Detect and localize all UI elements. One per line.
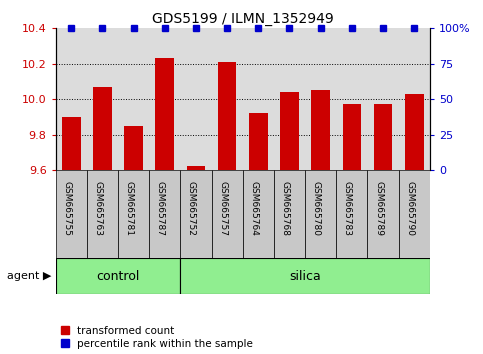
Text: GSM665757: GSM665757 [218,181,227,235]
Bar [118,170,149,258]
Text: GSM665780: GSM665780 [312,181,321,235]
Bar [212,170,242,258]
Text: GSM665764: GSM665764 [249,181,258,235]
Bar [342,104,361,170]
Text: GSM665752: GSM665752 [187,181,196,235]
Bar [374,104,392,170]
Bar [336,170,368,258]
Bar [186,166,205,170]
Bar [180,170,212,258]
Text: GSM665787: GSM665787 [156,181,165,235]
Bar [87,170,118,258]
Text: GSM665755: GSM665755 [62,181,71,235]
Bar [124,126,143,170]
Bar [274,170,305,258]
Title: GDS5199 / ILMN_1352949: GDS5199 / ILMN_1352949 [152,12,334,26]
Bar [280,92,299,170]
Bar [218,62,237,170]
Bar [62,117,81,170]
Text: GSM665790: GSM665790 [405,181,414,235]
Bar [242,170,274,258]
Bar [305,170,336,258]
Text: agent ▶: agent ▶ [7,271,52,281]
Legend: transformed count, percentile rank within the sample: transformed count, percentile rank withi… [61,326,253,349]
Text: GSM665783: GSM665783 [343,181,352,235]
Text: silica: silica [289,270,321,282]
Bar [312,90,330,170]
Bar [156,58,174,170]
Bar [149,170,180,258]
Bar [249,113,268,170]
Bar [368,170,398,258]
Bar [398,170,430,258]
Text: GSM665781: GSM665781 [125,181,133,235]
Bar [93,87,112,170]
Bar [405,94,424,170]
Bar [56,258,180,294]
Text: GSM665763: GSM665763 [93,181,102,235]
Bar [56,170,87,258]
Text: control: control [96,270,140,282]
Text: GSM665768: GSM665768 [281,181,289,235]
Bar [180,258,430,294]
Text: GSM665789: GSM665789 [374,181,383,235]
